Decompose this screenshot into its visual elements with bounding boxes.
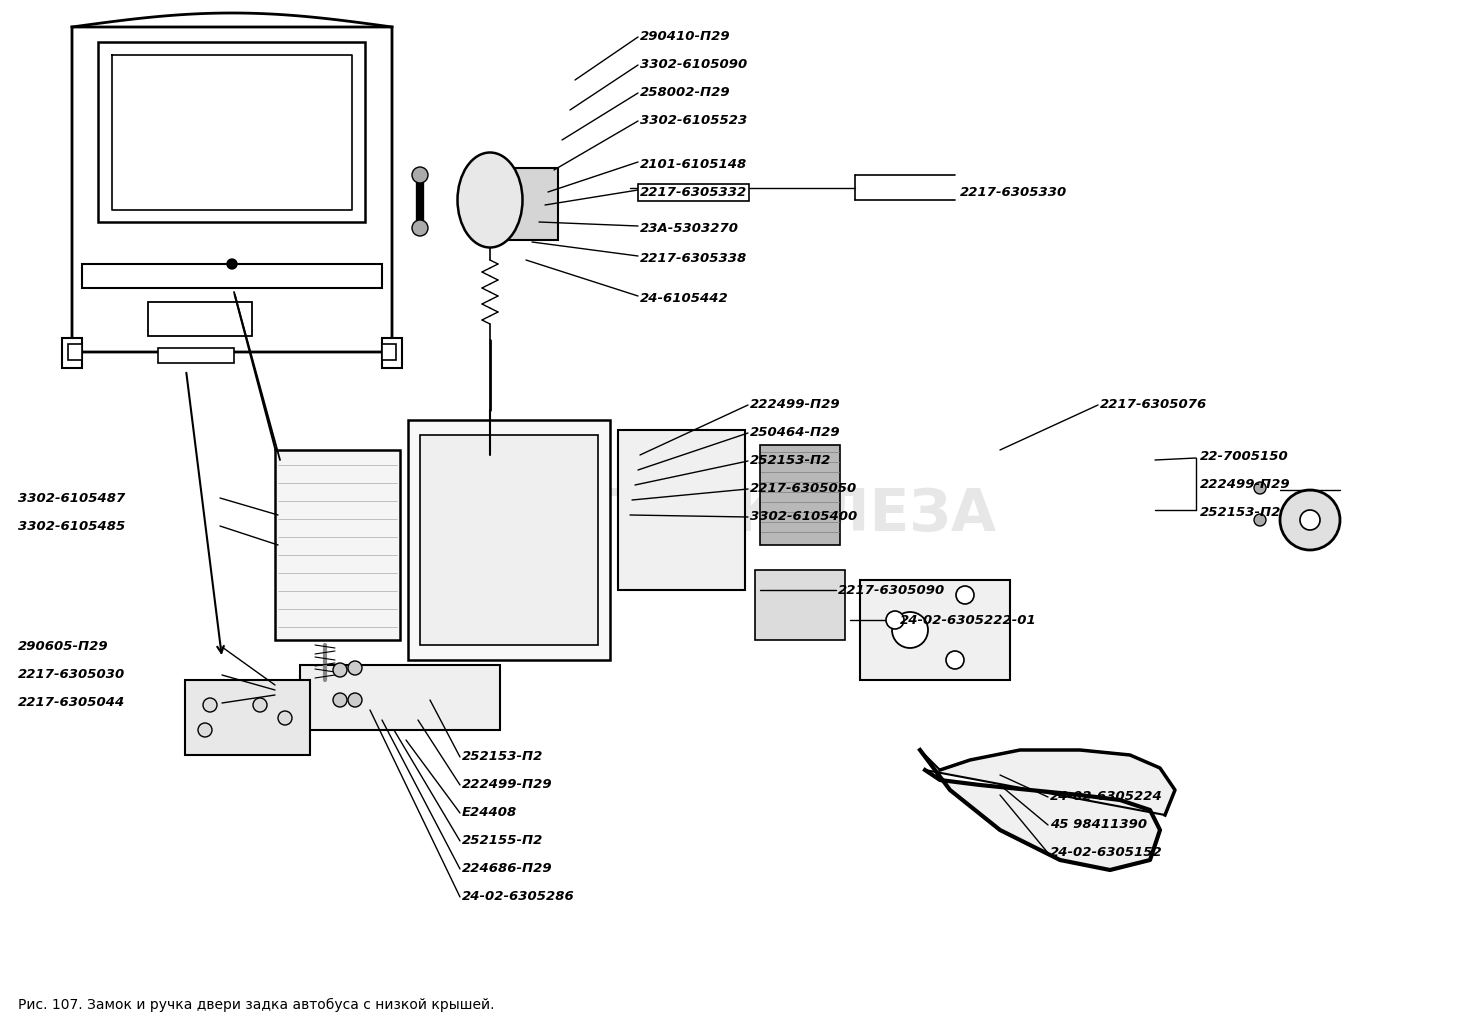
Circle shape <box>203 698 217 712</box>
Polygon shape <box>158 348 233 363</box>
Circle shape <box>411 167 427 183</box>
Polygon shape <box>760 445 840 545</box>
Text: 2217-6305050: 2217-6305050 <box>750 482 858 495</box>
Polygon shape <box>420 435 598 645</box>
Polygon shape <box>503 168 557 240</box>
Text: 252153-П2: 252153-П2 <box>463 750 543 763</box>
Text: 2217-6305338: 2217-6305338 <box>641 252 747 265</box>
Circle shape <box>333 693 347 707</box>
Text: 23А-5303270: 23А-5303270 <box>641 222 740 235</box>
Text: ПЛАТА ЖЕЛЕЗА: ПЛАТА ЖЕЛЕЗА <box>463 486 996 544</box>
Text: 22-7005150: 22-7005150 <box>1199 450 1288 464</box>
Text: 224686-П29: 224686-П29 <box>463 862 553 876</box>
Text: 2217-6305330: 2217-6305330 <box>960 186 1067 199</box>
Polygon shape <box>301 665 500 730</box>
Polygon shape <box>921 750 1174 870</box>
Text: 3302-6105090: 3302-6105090 <box>641 58 747 71</box>
Polygon shape <box>71 27 392 352</box>
Polygon shape <box>61 338 82 368</box>
Circle shape <box>891 612 928 648</box>
Circle shape <box>252 698 267 712</box>
Polygon shape <box>147 302 252 336</box>
Circle shape <box>886 611 905 629</box>
Text: 290605-П29: 290605-П29 <box>18 640 108 653</box>
Text: 258002-П29: 258002-П29 <box>641 85 731 99</box>
Text: 3302-6105400: 3302-6105400 <box>750 510 858 523</box>
Polygon shape <box>185 680 309 755</box>
Text: 222499-П29: 222499-П29 <box>1199 478 1291 491</box>
Text: 2101-6105148: 2101-6105148 <box>641 158 747 171</box>
Text: Рис. 107. Замок и ручка двери задка автобуса с низкой крышей.: Рис. 107. Замок и ручка двери задка авто… <box>18 998 495 1012</box>
Text: 2217-6305332: 2217-6305332 <box>641 186 747 199</box>
Polygon shape <box>859 580 1010 680</box>
Text: 24-02-6305286: 24-02-6305286 <box>463 890 575 903</box>
Text: 252155-П2: 252155-П2 <box>463 834 543 847</box>
Polygon shape <box>274 450 400 640</box>
Text: 3302-6105485: 3302-6105485 <box>18 520 125 533</box>
Ellipse shape <box>458 152 522 247</box>
Polygon shape <box>409 420 610 660</box>
Text: 2217-6305030: 2217-6305030 <box>18 668 125 681</box>
Polygon shape <box>619 430 746 590</box>
Circle shape <box>228 259 236 269</box>
Text: 222499-П29: 222499-П29 <box>750 398 840 411</box>
Circle shape <box>956 586 975 604</box>
Text: 2217-6305090: 2217-6305090 <box>837 584 945 597</box>
Circle shape <box>411 220 427 236</box>
Circle shape <box>1253 482 1266 494</box>
Text: 24-02-6305224: 24-02-6305224 <box>1050 790 1163 803</box>
Polygon shape <box>98 42 365 222</box>
Text: 290410-П29: 290410-П29 <box>641 30 731 43</box>
Circle shape <box>1300 510 1320 530</box>
Text: 2217-6305076: 2217-6305076 <box>1100 398 1207 411</box>
Circle shape <box>279 711 292 725</box>
Circle shape <box>333 663 347 677</box>
Text: 250464-П29: 250464-П29 <box>750 426 840 439</box>
Polygon shape <box>382 344 395 360</box>
Polygon shape <box>69 344 82 360</box>
Text: 3302-6105487: 3302-6105487 <box>18 492 125 505</box>
Text: 222499-П29: 222499-П29 <box>463 778 553 791</box>
Polygon shape <box>754 570 845 640</box>
Text: 45 98411390: 45 98411390 <box>1050 818 1147 831</box>
Circle shape <box>198 723 212 737</box>
Text: 24-02-6305152: 24-02-6305152 <box>1050 846 1163 859</box>
Text: 3302-6105523: 3302-6105523 <box>641 114 747 127</box>
Text: 2217-6305044: 2217-6305044 <box>18 696 125 709</box>
Text: Е24408: Е24408 <box>463 806 518 819</box>
Text: 252153-П2: 252153-П2 <box>750 454 832 467</box>
Polygon shape <box>382 338 403 368</box>
Circle shape <box>945 651 964 670</box>
Text: 24-02-6305222-01: 24-02-6305222-01 <box>900 614 1037 627</box>
Text: 24-6105442: 24-6105442 <box>641 291 728 305</box>
Text: 252153-П2: 252153-П2 <box>1199 506 1281 519</box>
Circle shape <box>1280 490 1339 550</box>
Circle shape <box>349 693 362 707</box>
Polygon shape <box>82 264 382 288</box>
Circle shape <box>349 661 362 675</box>
Circle shape <box>1253 514 1266 526</box>
